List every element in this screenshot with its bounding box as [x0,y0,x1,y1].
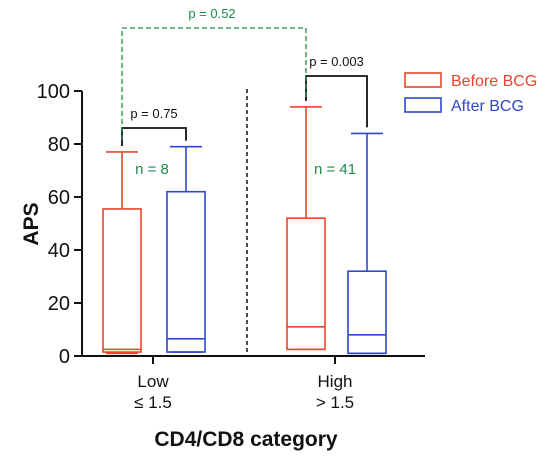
legend-item: Before BCG [404,72,537,90]
y-tick-label: 100 [37,81,70,103]
x-tick-sublabel: ≤ 1.5 [134,393,172,412]
y-axis: 0 20 40 60 80 100 [37,81,83,368]
sample-size-label: n = 41 [314,161,356,178]
y-tick-label: 40 [48,240,70,262]
annotations-layer: p = 0.75 p = 0.003 p = 0.52 n = 8 n = 41 [121,6,368,178]
boxes-layer [102,106,387,355]
legend: Before BCG After BCG [404,72,537,115]
within-group-bracket: p = 0.75 [121,106,187,146]
p-value-label: p = 0.75 [130,106,177,121]
y-tick-label: 20 [48,293,70,315]
x-tick-sublabel: > 1.5 [316,393,354,412]
x-tick-label: Low [137,372,169,391]
bracket-line [305,75,368,128]
y-tick-label: 80 [48,134,70,156]
box-before-bcg-2 [286,106,326,351]
legend-swatch [404,97,442,113]
p-value-label: p = 0.52 [188,6,235,21]
sample-size-label: n = 8 [135,161,169,178]
bracket-line [121,127,187,146]
within-group-bracket: p = 0.003 [305,54,368,128]
legend-swatch [404,72,442,88]
box-before-bcg-1 [102,151,142,355]
y-tick-label: 0 [59,346,70,368]
legend-item: After BCG [404,97,524,115]
iqr-box [286,217,326,351]
x-axis-title: CD4/CD8 category [154,428,338,451]
x-tick-label: High [318,372,353,391]
box-after-bcg-2 [347,132,387,355]
x-axis: Low ≤ 1.5 High > 1.5 [82,355,425,412]
legend-label: After BCG [451,98,524,115]
iqr-box [166,190,206,353]
legend-label: Before BCG [451,73,537,90]
box-after-bcg-1 [166,145,206,353]
between-group-bracket: p = 0.52 [121,6,307,140]
iqr-box [102,208,142,353]
y-axis-title: APS [20,202,43,245]
iqr-box [347,270,387,355]
y-tick-label: 60 [48,187,70,209]
bracket-line [121,27,307,140]
p-value-label: p = 0.003 [309,54,364,69]
